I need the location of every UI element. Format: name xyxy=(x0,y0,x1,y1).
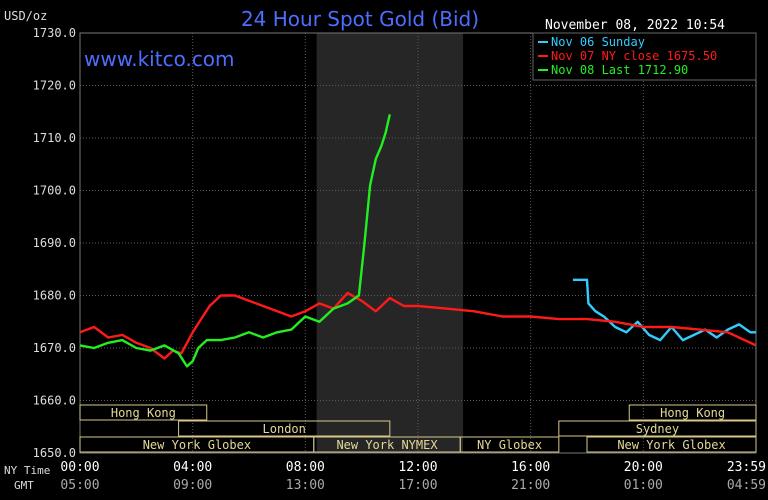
y-tick-label: 1660.0 xyxy=(33,394,76,408)
y-tick-label: 1650.0 xyxy=(33,446,76,460)
session-label: NY Globex xyxy=(477,438,542,452)
y-tick-label: 1700.0 xyxy=(33,184,76,198)
x-tick-label-ny: 12:00 xyxy=(398,460,437,475)
x-tick-label-gmt: 04:59 xyxy=(727,478,766,493)
timestamp: November 08, 2022 10:54 xyxy=(545,18,725,33)
y-tick-label: 1690.0 xyxy=(33,236,76,250)
legend-entry: Nov 08 Last 1712.90 xyxy=(551,63,688,77)
x-tick-label-ny: 20:00 xyxy=(624,460,663,475)
x-tick-label-gmt: 09:00 xyxy=(173,478,212,493)
plot-area: 1730.0 1720.0 1710.0 1700.0 1690.0 1680.0 1670… xyxy=(33,26,766,493)
session-box xyxy=(586,436,757,453)
session-box xyxy=(558,420,757,437)
x-tick-label-gmt: 01:00 xyxy=(624,478,663,493)
session-box xyxy=(628,404,757,421)
watermark-text: www.kitco.com xyxy=(84,47,235,71)
session-box xyxy=(459,436,560,453)
x-tick-label-ny: 04:00 xyxy=(173,460,212,475)
y-axis-label: USD/oz xyxy=(4,9,47,23)
x-tick-label-gmt: 17:00 xyxy=(398,478,437,493)
session-box xyxy=(178,420,391,437)
session-label: New York Globex xyxy=(617,438,725,452)
x-tick-label-ny: 23:59 xyxy=(727,460,766,475)
y-tick-label: 1720.0 xyxy=(33,79,76,93)
session-label: New York NYMEX xyxy=(336,438,438,452)
x-tick-label-ny: 08:00 xyxy=(286,460,325,475)
session-box xyxy=(79,404,208,421)
session-label: New York Globex xyxy=(143,438,251,452)
session-label: London xyxy=(263,422,306,436)
y-tick-label: 1680.0 xyxy=(33,289,76,303)
series-line xyxy=(79,114,391,368)
chart-title: 24 Hour Spot Gold (Bid) xyxy=(241,7,479,31)
x-tick-label-gmt: 05:00 xyxy=(60,478,99,493)
x-axis-gmt-label: GMT xyxy=(14,479,34,492)
x-tick-label-ny: 16:00 xyxy=(511,460,550,475)
legend-entry: Nov 07 NY close 1675.50 xyxy=(551,49,717,63)
x-tick-label-gmt: 21:00 xyxy=(511,478,550,493)
series-line xyxy=(572,278,756,342)
y-tick-label: 1710.0 xyxy=(33,131,76,145)
y-tick-label: 1730.0 xyxy=(33,26,76,40)
session-label: Hong Kong xyxy=(660,406,725,420)
legend-entry: Nov 06 Sunday xyxy=(551,35,645,49)
x-tick-label-gmt: 13:00 xyxy=(286,478,325,493)
legend-box xyxy=(532,32,757,81)
x-tick-label-ny: 00:00 xyxy=(60,460,99,475)
session-label: Sydney xyxy=(636,422,679,436)
x-axis-ny-time-label: NY Time xyxy=(4,464,50,477)
plot-frame xyxy=(79,32,757,454)
y-tick-label: 1670.0 xyxy=(33,341,76,355)
series-line xyxy=(79,291,757,360)
session-label: Hong Kong xyxy=(111,406,176,420)
